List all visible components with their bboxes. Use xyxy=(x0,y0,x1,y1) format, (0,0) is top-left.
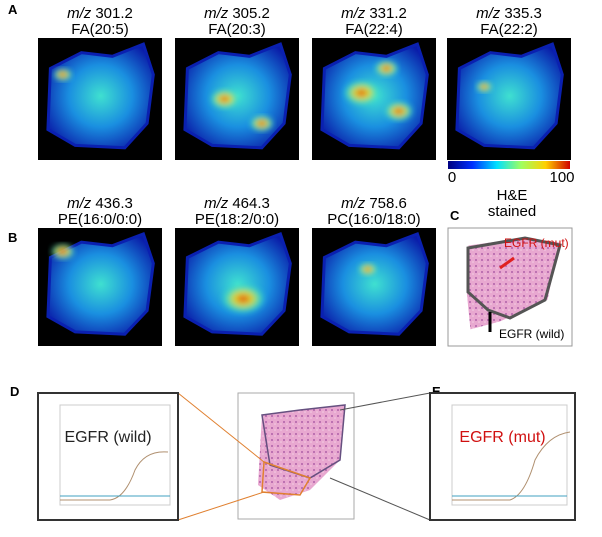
panel-label: E xyxy=(432,384,441,399)
image-title: m/z 464.3 xyxy=(204,195,270,212)
lipid-label: PE(16:0/0:0) xyxy=(58,211,142,228)
panel-label: B xyxy=(8,230,17,245)
connector xyxy=(329,477,431,521)
connector xyxy=(339,392,431,411)
panel-label: A xyxy=(8,2,18,17)
amplification-curve xyxy=(60,451,169,501)
hotspot xyxy=(374,59,399,78)
he-mut-region xyxy=(466,236,562,320)
plot-label: EGFR (mut) xyxy=(459,429,545,446)
colorbar-max: 100 xyxy=(549,169,574,186)
center-tissue xyxy=(258,405,345,500)
plot-area xyxy=(451,404,568,506)
panel-label: D xyxy=(10,384,19,399)
plot-label: EGFR (wild) xyxy=(64,429,151,446)
mz-label: m/z xyxy=(67,195,92,212)
hotspot xyxy=(475,80,493,93)
tissue xyxy=(183,231,292,336)
hotspot xyxy=(50,243,76,260)
mz-value: 331.2 xyxy=(369,5,407,22)
image-title: m/z 301.2 xyxy=(67,5,133,22)
center-mut-outline xyxy=(261,404,346,479)
mz-value: 301.2 xyxy=(95,5,133,22)
hotspot xyxy=(343,80,381,106)
he-title: stained xyxy=(488,203,536,220)
mut-label: EGFR (mut) xyxy=(504,236,569,250)
image-title: m/z 331.2 xyxy=(341,5,407,22)
wild-label: EGFR (wild) xyxy=(499,327,564,341)
mz-label: m/z xyxy=(67,5,92,22)
tissue xyxy=(455,42,564,150)
connector xyxy=(177,392,265,463)
mz-label: m/z xyxy=(204,5,229,22)
plot-area xyxy=(59,404,171,506)
mz-label: m/z xyxy=(204,195,229,212)
lipid-label: PC(16:0/18:0) xyxy=(327,211,420,228)
lipid-label: FA(22:4) xyxy=(345,21,403,38)
lipid-label: FA(20:3) xyxy=(208,21,266,38)
image-title: m/z 305.2 xyxy=(204,5,270,22)
panel-label: C xyxy=(450,208,460,223)
mz-value: 436.3 xyxy=(95,195,133,212)
arrow-mut xyxy=(499,256,515,270)
connector xyxy=(177,491,265,521)
image-title: m/z 335.3 xyxy=(476,5,542,22)
mz-label: m/z xyxy=(341,195,366,212)
mz-value: 464.3 xyxy=(232,195,270,212)
mz-label: m/z xyxy=(341,5,366,22)
center-wild-outline xyxy=(261,460,312,496)
plot-frame xyxy=(429,392,576,521)
lipid-label: FA(20:5) xyxy=(71,21,129,38)
mz-value: 305.2 xyxy=(232,5,270,22)
tissue xyxy=(320,231,429,336)
lipid-label: FA(22:2) xyxy=(480,21,538,38)
image-title: m/z 758.6 xyxy=(341,195,407,212)
hotspot xyxy=(383,100,414,122)
image-title: m/z 436.3 xyxy=(67,195,133,212)
tissue xyxy=(46,231,155,336)
he-title: H&E xyxy=(497,187,528,204)
colorbar xyxy=(448,161,570,169)
tissue xyxy=(46,42,155,150)
hotspot xyxy=(220,283,266,314)
mz-label: m/z xyxy=(476,5,501,22)
plot-frame xyxy=(37,392,179,521)
hotspot xyxy=(52,67,73,82)
mz-value: 335.3 xyxy=(504,5,542,22)
hotspot xyxy=(249,114,275,132)
hotspot xyxy=(209,88,240,110)
amplification-curve xyxy=(452,431,571,501)
hotspot xyxy=(357,262,378,276)
mz-value: 758.6 xyxy=(369,195,407,212)
lipid-label: PE(18:2/0:0) xyxy=(195,211,279,228)
colorbar-min: 0 xyxy=(448,169,456,186)
